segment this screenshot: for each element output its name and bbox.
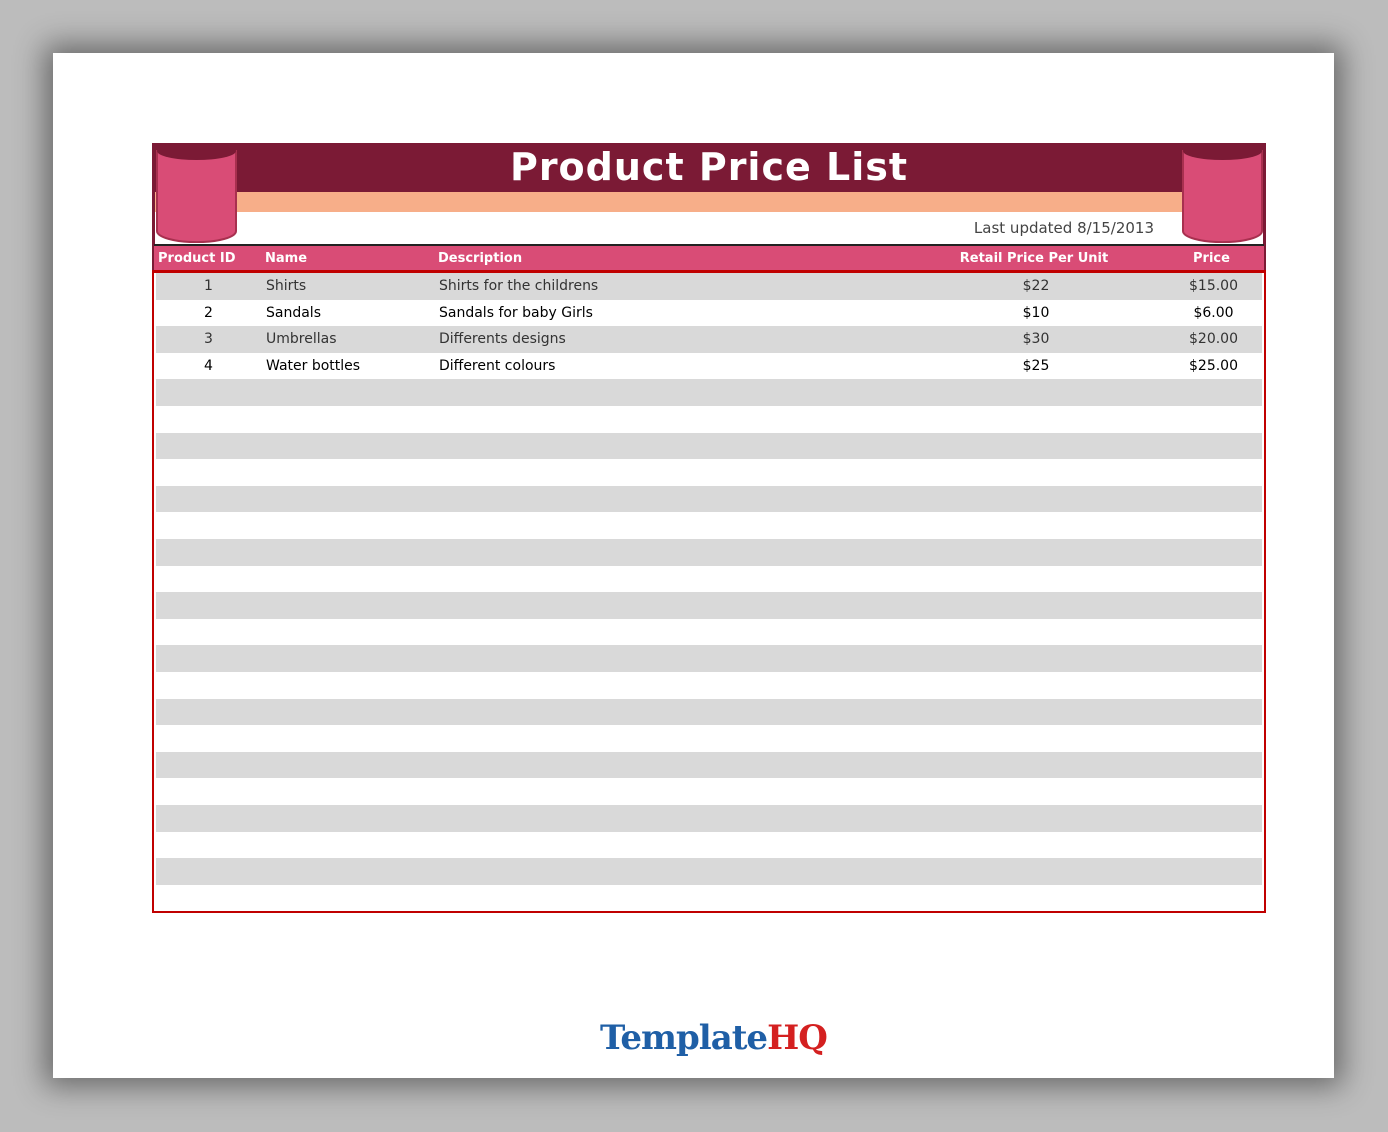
table-row <box>156 539 1262 566</box>
table-row <box>156 858 1262 885</box>
cell-price: $15.00 <box>1189 278 1238 294</box>
table-header: Product ID Name Description Retail Price… <box>154 244 1264 272</box>
cell-description: Sandals for baby Girls <box>439 304 593 321</box>
templatehq-logo: TemplateHQ <box>600 1018 828 1058</box>
header-retail-price: Retail Price Per Unit <box>959 251 1109 266</box>
table-row <box>156 885 1262 912</box>
table-row <box>156 698 1262 726</box>
table-row <box>156 832 1262 859</box>
cell-description: Differents designs <box>439 331 566 348</box>
table-row <box>156 379 1262 406</box>
cell-retail: $22 <box>1022 278 1050 294</box>
table-row: 1 Shirts Shirts for the childrens $22 $15.00 <box>156 273 1262 300</box>
cell-id: 4 <box>204 357 213 374</box>
cell-description: Shirts for the childrens <box>439 278 599 294</box>
table-row <box>156 805 1262 832</box>
scroll-right-icon <box>1182 143 1263 243</box>
cell-retail: $25 <box>1022 357 1050 374</box>
cell-name: Water bottles <box>266 357 361 374</box>
table-row <box>156 619 1262 646</box>
title-banner: Product Price List <box>152 143 1266 192</box>
table-row: 2 Sandals Sandals for baby Girls $10 $6.00 <box>156 300 1262 327</box>
left-edge <box>152 143 155 273</box>
table-row <box>156 566 1262 593</box>
cell-id: 3 <box>204 331 213 348</box>
table-row: 4 Water bottles Different colours $25 $25.00 <box>156 353 1262 380</box>
cell-retail: $30 <box>1022 331 1050 348</box>
last-updated: Last updated 8/15/2013 <box>973 219 1154 237</box>
cell-id: 1 <box>204 278 213 294</box>
right-edge <box>1263 143 1266 273</box>
table-row <box>156 725 1262 752</box>
table-row <box>156 778 1262 805</box>
cell-description: Different colours <box>439 357 556 374</box>
scroll-left-icon <box>156 143 237 243</box>
table-row <box>156 512 1262 539</box>
cell-name: Shirts <box>266 278 307 294</box>
page-title: Product Price List <box>509 145 909 189</box>
table-row <box>156 485 1262 513</box>
cell-price: $25.00 <box>1189 357 1238 374</box>
accent-band <box>152 192 1266 212</box>
cell-name: Umbrellas <box>266 331 337 348</box>
header-name: Name <box>265 251 308 266</box>
cell-price: $20.00 <box>1189 331 1238 348</box>
cell-id: 2 <box>204 304 213 321</box>
header-description: Description <box>438 251 523 266</box>
table-row <box>156 592 1262 619</box>
table-row <box>156 751 1262 779</box>
header-price: Price <box>1193 251 1230 266</box>
table-body: 1 Shirts Shirts for the childrens $22 $15.00… <box>152 270 1266 913</box>
table-row <box>156 672 1262 699</box>
table-row <box>156 459 1262 486</box>
logo-hq: HQ <box>767 1018 828 1058</box>
table-row <box>156 432 1262 460</box>
logo-template: Template <box>600 1018 768 1058</box>
price-list-sheet: Product Price List Last updated 8/15/201… <box>152 143 1266 913</box>
header-product-id: Product ID <box>158 251 236 266</box>
cell-name: Sandals <box>266 304 321 321</box>
table-row <box>156 406 1262 433</box>
cell-retail: $10 <box>1022 304 1050 321</box>
table-row <box>156 645 1262 672</box>
table-row: 3 Umbrellas Differents designs $30 $20.00 <box>156 326 1262 353</box>
cell-price: $6.00 <box>1193 304 1234 321</box>
